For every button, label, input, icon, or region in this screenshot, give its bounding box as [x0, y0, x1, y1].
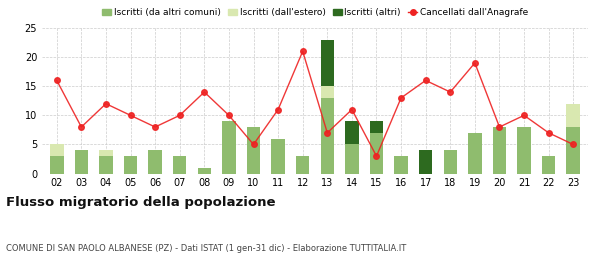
- Bar: [296, 156, 310, 174]
- Bar: [247, 127, 260, 174]
- Bar: [493, 127, 506, 174]
- Bar: [345, 144, 359, 174]
- Bar: [345, 121, 359, 144]
- Bar: [542, 156, 556, 174]
- Bar: [320, 98, 334, 174]
- Bar: [419, 150, 433, 174]
- Bar: [148, 150, 162, 174]
- Bar: [370, 133, 383, 174]
- Bar: [443, 150, 457, 174]
- Bar: [271, 139, 285, 174]
- Bar: [99, 156, 113, 174]
- Bar: [566, 104, 580, 127]
- Bar: [370, 121, 383, 133]
- Bar: [99, 150, 113, 156]
- Bar: [173, 156, 187, 174]
- Bar: [50, 156, 64, 174]
- Bar: [222, 121, 236, 174]
- Bar: [197, 168, 211, 174]
- Bar: [394, 156, 408, 174]
- Bar: [320, 40, 334, 86]
- Bar: [517, 127, 531, 174]
- Bar: [566, 127, 580, 174]
- Text: COMUNE DI SAN PAOLO ALBANESE (PZ) - Dati ISTAT (1 gen-31 dic) - Elaborazione TUT: COMUNE DI SAN PAOLO ALBANESE (PZ) - Dati…: [6, 244, 406, 253]
- Bar: [320, 86, 334, 98]
- Bar: [468, 133, 482, 174]
- Legend: Iscritti (da altri comuni), Iscritti (dall'estero), Iscritti (altri), Cancellati: Iscritti (da altri comuni), Iscritti (da…: [98, 4, 532, 20]
- Bar: [124, 156, 137, 174]
- Bar: [50, 144, 64, 156]
- Text: Flusso migratorio della popolazione: Flusso migratorio della popolazione: [6, 196, 275, 209]
- Bar: [74, 150, 88, 174]
